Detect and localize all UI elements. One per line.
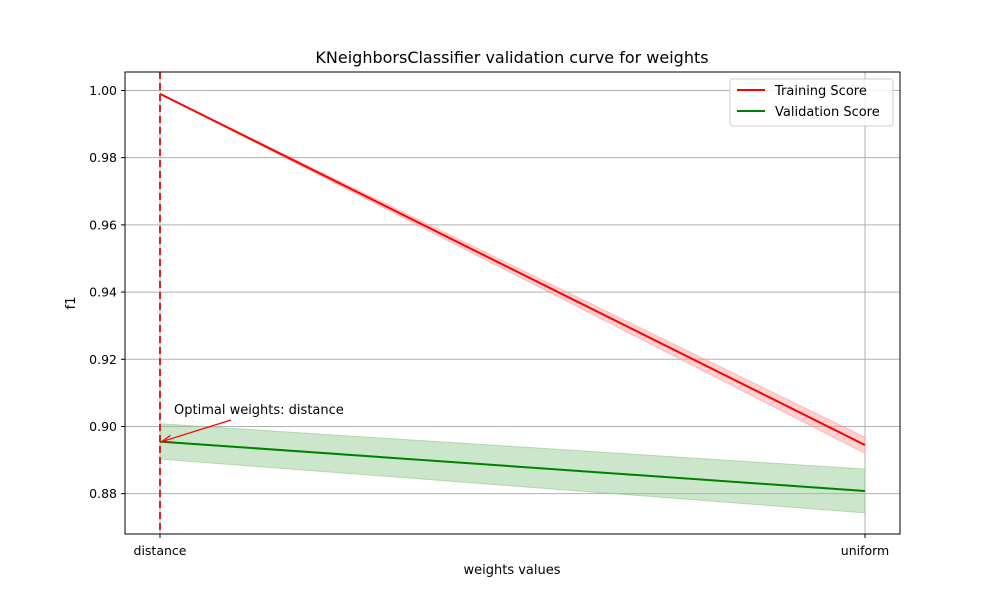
- series-line-0: [159, 92, 866, 446]
- series-line-1: [159, 440, 866, 492]
- y-tick-label: 1.00: [89, 83, 117, 98]
- annotation-arrowhead: [160, 434, 173, 443]
- y-tick-label: 0.94: [89, 285, 117, 300]
- series-band-1: [159, 423, 866, 514]
- line-layer: [159, 92, 866, 492]
- grid-layer: [125, 72, 900, 534]
- y-tick-label: 0.90: [89, 419, 117, 434]
- y-axis-label: f1: [64, 297, 79, 310]
- y-tick-label: 0.92: [89, 352, 117, 367]
- y-tick-label: 0.96: [89, 217, 117, 232]
- x-tick-label: uniform: [841, 543, 889, 558]
- legend-label-validation: Validation Score: [775, 105, 880, 120]
- tick-layer: 0.88 0.90 0.92 0.94 0.96 0.98 1.00 distance unif…: [89, 83, 889, 558]
- y-tick-label: 0.98: [89, 150, 117, 165]
- plot-frame: [124, 71, 901, 535]
- x-axis-label: weights values: [463, 563, 560, 578]
- legend: Training Score Validation Score: [729, 78, 894, 127]
- y-tick-label: 0.88: [89, 486, 117, 501]
- annotation-text: Optimal weights: distance: [174, 403, 344, 418]
- annotation-layer: Optimal weights: distance: [160, 403, 344, 443]
- series-band-0: [159, 93, 866, 455]
- legend-label-training: Training Score: [774, 84, 867, 99]
- legend-box: [729, 78, 894, 127]
- annotation-arrow: [161, 419, 232, 443]
- x-tick-label: distance: [134, 543, 187, 558]
- chart-title: KNeighborsClassifier validation curve fo…: [315, 48, 708, 67]
